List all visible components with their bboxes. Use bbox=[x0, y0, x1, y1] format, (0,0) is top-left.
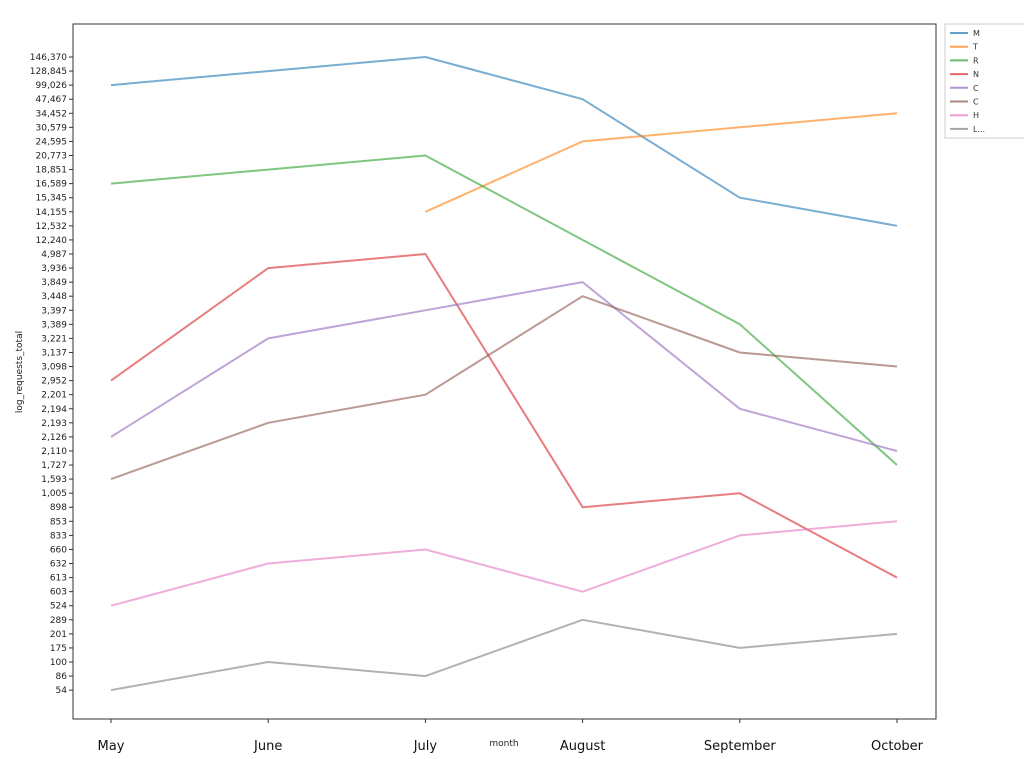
y-tick-label: 632 bbox=[50, 560, 67, 570]
y-tick-label: 3,397 bbox=[41, 306, 67, 316]
y-tick-label: 2,110 bbox=[41, 447, 67, 457]
y-tick-label: 3,221 bbox=[41, 334, 67, 344]
y-tick-label: 24,595 bbox=[36, 137, 68, 147]
y-tick-label: 128,845 bbox=[30, 67, 67, 77]
y-tick-label: 4,987 bbox=[41, 250, 67, 260]
y-tick-label: 2,201 bbox=[41, 391, 67, 401]
y-tick-label: 3,137 bbox=[41, 348, 67, 358]
y-tick-label: 2,193 bbox=[41, 419, 67, 429]
y-tick-label: 613 bbox=[50, 574, 67, 584]
y-tick-label: 3,389 bbox=[41, 320, 67, 330]
y-tick-label: 201 bbox=[50, 630, 67, 640]
y-tick-label: 1,593 bbox=[41, 475, 67, 485]
y-tick-label: 14,155 bbox=[36, 208, 68, 218]
y-tick-label: 289 bbox=[50, 616, 67, 626]
x-tick-label: August bbox=[560, 739, 606, 754]
y-tick-label: 20,773 bbox=[36, 151, 68, 161]
y-tick-label: 2,952 bbox=[41, 377, 67, 387]
plot-area-frame bbox=[72, 23, 937, 720]
y-tick-label: 3,936 bbox=[41, 264, 67, 274]
y-tick-label: 833 bbox=[50, 531, 67, 541]
y-tick-label: 603 bbox=[50, 588, 67, 598]
legend-label-1: T bbox=[972, 43, 978, 52]
y-tick-label: 524 bbox=[50, 602, 67, 612]
series-line-6 bbox=[110, 520, 898, 607]
legend-label-3: N bbox=[973, 70, 979, 79]
x-tick-label: October bbox=[871, 739, 924, 754]
y-tick-label: 3,098 bbox=[41, 363, 67, 373]
series-line-5 bbox=[110, 295, 898, 481]
y-tick-label: 100 bbox=[50, 658, 67, 668]
x-axis: May June July August September October bbox=[98, 719, 924, 754]
x-tick-label: June bbox=[253, 739, 282, 754]
series-line-0 bbox=[110, 56, 898, 227]
y-tick-label: 660 bbox=[50, 545, 67, 555]
y-axis: 146,370 128,845 99,026 47,467 34,452 30,579 24… bbox=[30, 53, 73, 696]
x-axis-label: month bbox=[489, 739, 518, 749]
y-tick-label: 1,005 bbox=[41, 489, 67, 499]
y-tick-label: 853 bbox=[50, 517, 67, 527]
y-tick-label: 99,026 bbox=[36, 81, 68, 91]
series-line-4 bbox=[110, 281, 898, 452]
y-tick-label: 16,589 bbox=[36, 180, 68, 190]
y-tick-label: 2,126 bbox=[41, 433, 67, 443]
legend-label-5: C bbox=[973, 98, 979, 107]
legend-label-6: H bbox=[973, 111, 979, 120]
y-tick-label: 47,467 bbox=[36, 95, 68, 105]
series-line-2 bbox=[110, 154, 898, 466]
y-tick-label: 54 bbox=[56, 686, 68, 696]
y-tick-label: 3,448 bbox=[41, 292, 67, 302]
y-tick-label: 12,532 bbox=[36, 222, 68, 232]
y-tick-label: 175 bbox=[50, 644, 67, 654]
series-line-1 bbox=[424, 112, 898, 213]
y-tick-label: 12,240 bbox=[36, 236, 68, 246]
legend-label-7: L... bbox=[973, 125, 985, 134]
y-axis-label: log_requests_total bbox=[15, 331, 25, 413]
y-tick-label: 86 bbox=[56, 672, 68, 682]
y-tick-label: 146,370 bbox=[30, 53, 67, 63]
series-lines bbox=[110, 56, 898, 692]
legend-label-0: M bbox=[973, 29, 980, 38]
series-line-3 bbox=[110, 253, 898, 579]
x-tick-label: May bbox=[98, 739, 125, 754]
series-line-7 bbox=[110, 618, 898, 692]
legend: MTRNCCHL... bbox=[944, 23, 1024, 139]
y-tick-label: 898 bbox=[50, 503, 67, 513]
y-tick-label: 34,452 bbox=[36, 109, 68, 119]
x-tick-label: July bbox=[413, 739, 438, 754]
legend-frame bbox=[944, 23, 1024, 139]
y-tick-label: 30,579 bbox=[36, 123, 68, 133]
y-tick-label: 3,849 bbox=[41, 278, 67, 288]
y-tick-label: 1,727 bbox=[41, 461, 67, 471]
x-tick-label: September bbox=[704, 739, 777, 754]
legend-label-4: C bbox=[973, 84, 979, 93]
y-tick-label: 18,851 bbox=[36, 166, 68, 176]
y-tick-label: 2,194 bbox=[41, 405, 67, 415]
y-tick-label: 15,345 bbox=[36, 194, 68, 204]
legend-label-2: R bbox=[973, 56, 979, 65]
